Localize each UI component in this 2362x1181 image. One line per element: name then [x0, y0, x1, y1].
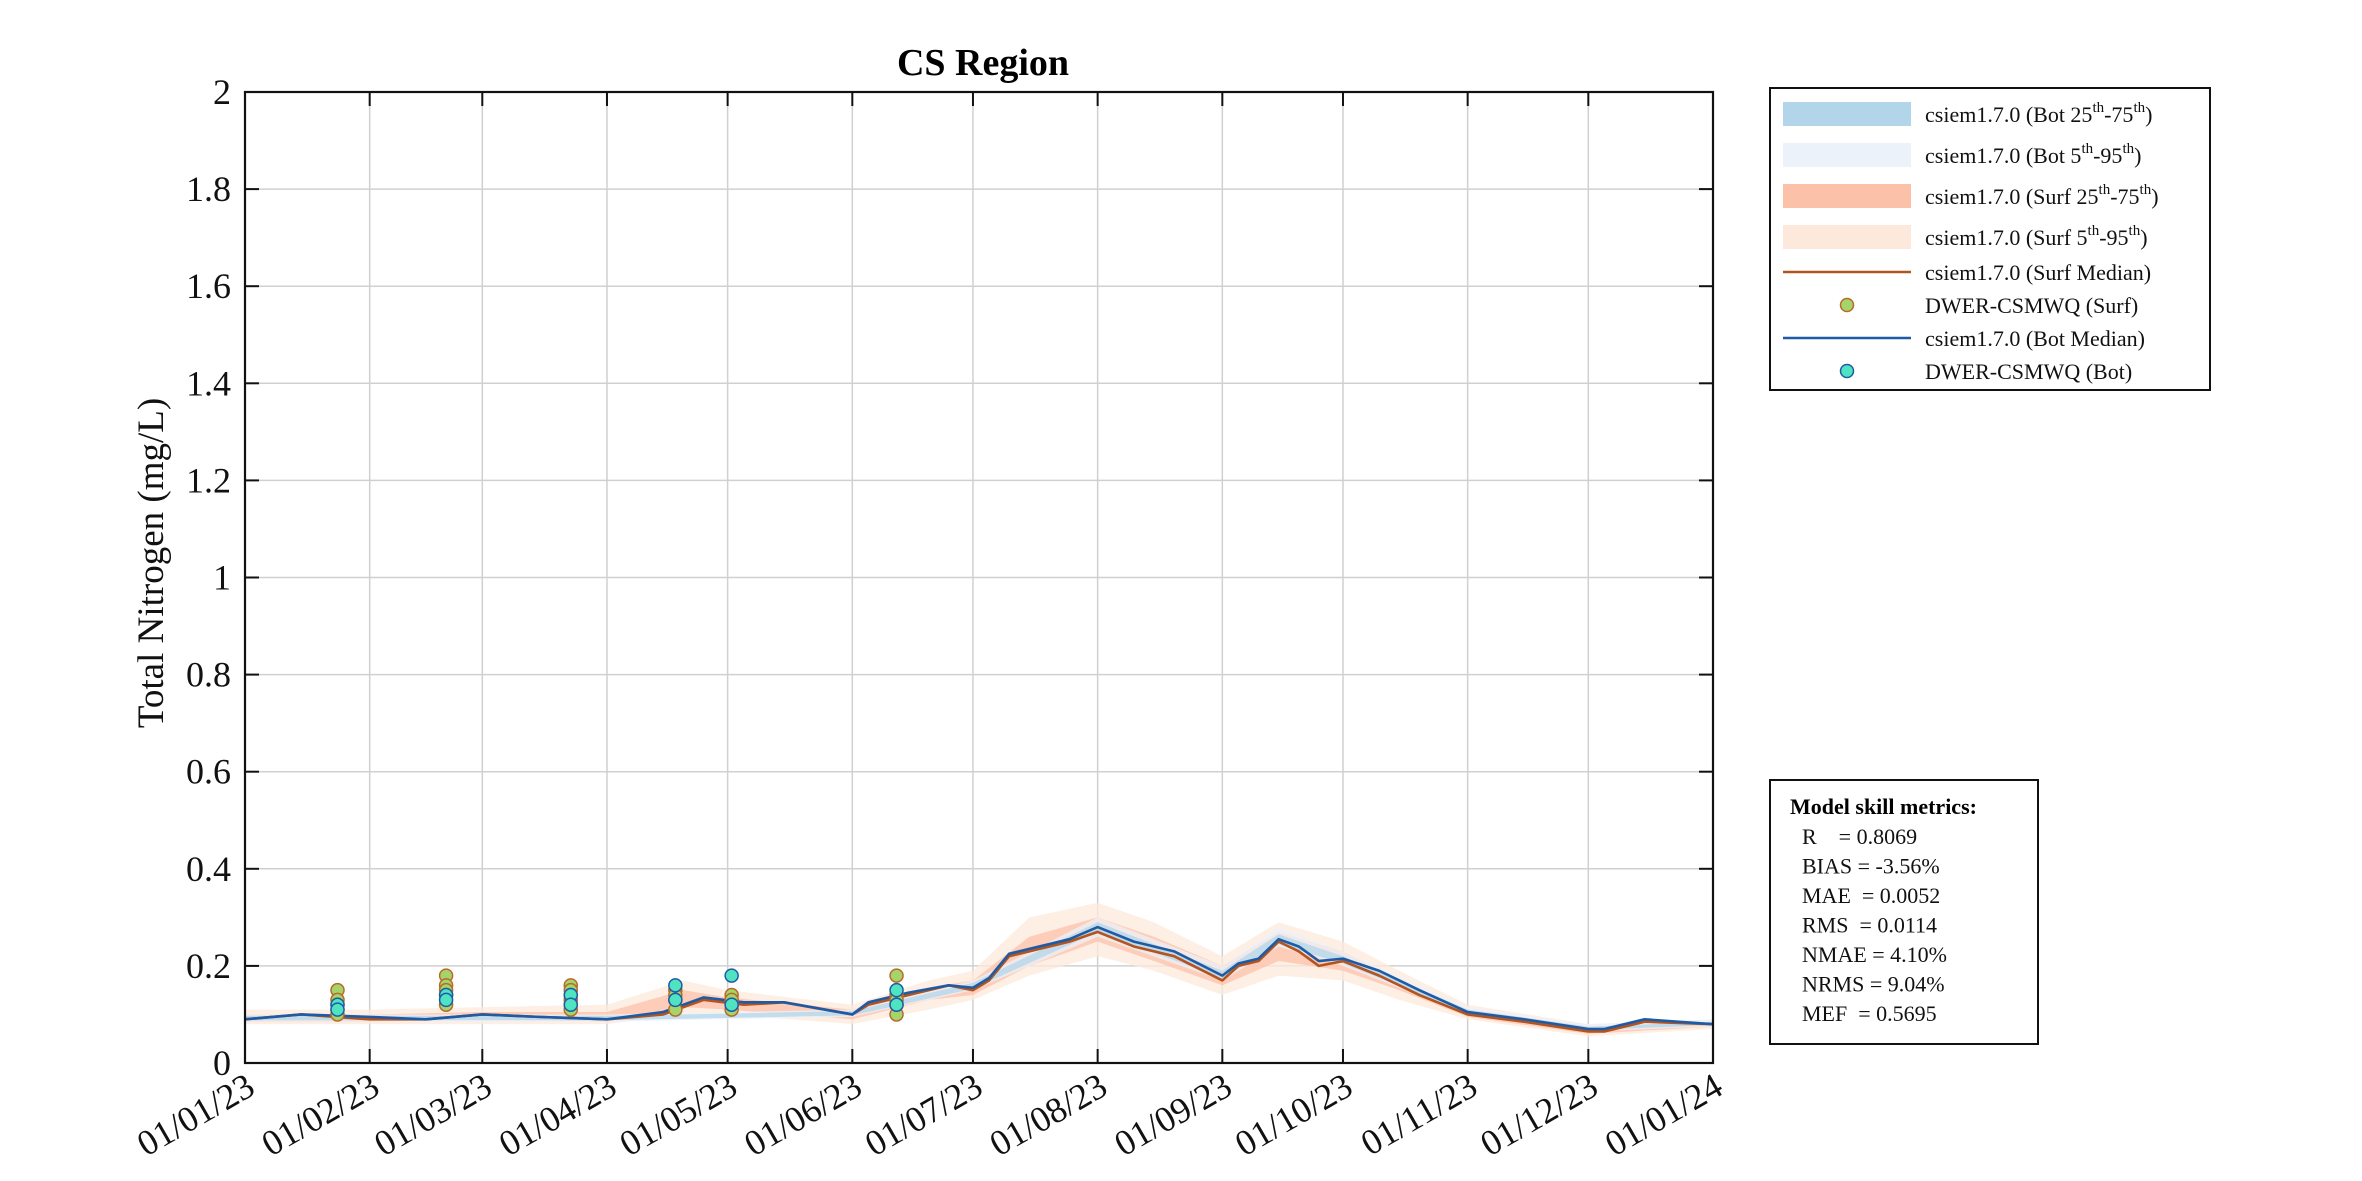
legend-swatch-band	[1783, 184, 1911, 208]
obs-bot-point	[724, 997, 739, 1012]
x-tick-label: 01/06/23	[737, 1065, 868, 1164]
y-tick-label: 2	[213, 72, 231, 112]
chart-title: CS Region	[897, 42, 1069, 84]
y-tick-label: 0.4	[186, 849, 231, 889]
legend-label-mid: -95	[2093, 143, 2122, 168]
bot-median-line	[244, 925, 1714, 1031]
x-tick-label: 01/04/23	[492, 1065, 623, 1164]
legend-label-sup: th	[2140, 182, 2152, 198]
x-tick-label: 01/10/23	[1228, 1065, 1359, 1164]
y-axis-label: Total Nitrogen (mg/L)	[131, 398, 172, 728]
legend-label-main: csiem1.7.0 (Bot 5	[1925, 143, 2081, 168]
y-tick-label: 1.6	[186, 266, 231, 306]
legend-label-sup: th	[2081, 141, 2093, 157]
legend-label-sup: th	[2099, 182, 2111, 198]
skill-metrics-box: Model skill metrics: R = 0.8069 BIAS = -3.…	[1769, 779, 2039, 1045]
legend-label-main: DWER-CSMWQ (Surf)	[1925, 293, 2138, 318]
skill-metric-line: RMS = 0.0114	[1802, 913, 1937, 938]
obs-bot-point	[438, 992, 454, 1008]
legend-label-sup: th	[2129, 223, 2141, 239]
obs-bot-point	[889, 997, 904, 1012]
y-tick-label: 0	[213, 1043, 231, 1083]
y-tick-label: 0.6	[186, 752, 231, 792]
y-tick-label: 1.4	[186, 363, 231, 403]
y-tick-label: 1.8	[186, 169, 231, 209]
legend-label: csiem1.7.0 (Bot 25th-75th)	[1925, 100, 2152, 127]
legend-swatch-band	[1783, 143, 1911, 167]
legend-label-sup: th	[2133, 100, 2145, 116]
legend-label-sup: th	[2092, 100, 2104, 116]
legend-label: csiem1.7.0 (Surf 5th-95th)	[1925, 223, 2148, 250]
skill-metric-line: MEF = 0.5695	[1802, 1001, 1937, 1026]
legend-label: csiem1.7.0 (Surf Median)	[1925, 260, 2151, 285]
x-tick-label: 01/01/23	[130, 1065, 261, 1164]
obs-bot-point	[724, 968, 739, 983]
legend-label: DWER-CSMWQ (Bot)	[1925, 359, 2132, 384]
legend-label: csiem1.7.0 (Surf 25th-75th)	[1925, 182, 2159, 209]
legend-label-main: csiem1.7.0 (Surf 5	[1925, 225, 2088, 250]
legend-label-end: )	[2134, 143, 2141, 168]
obs-bot-point	[668, 978, 683, 993]
legend-label-mid: -75	[2110, 184, 2139, 209]
legend-label-main: csiem1.7.0 (Bot Median)	[1925, 326, 2145, 351]
legend-label-main: csiem1.7.0 (Bot 25	[1925, 102, 2092, 127]
legend-label-mid: -75	[2104, 102, 2133, 127]
obs-surf-point	[889, 968, 904, 983]
x-tick-label: 01/01/24	[1598, 1065, 1729, 1164]
skill-metrics-frame	[1769, 779, 2039, 1045]
obs-bot-point	[668, 992, 683, 1008]
legend-swatch-marker	[1839, 297, 1855, 313]
skill-metric-line: MAE = 0.0052	[1802, 883, 1940, 908]
legend-label-sup: th	[2122, 141, 2134, 157]
skill-metric-line: BIAS = -3.56%	[1802, 854, 1940, 879]
legend-swatch-band	[1783, 102, 1911, 126]
band-surf-5th-95th	[245, 902, 1713, 1037]
legend-swatch-band	[1783, 225, 1911, 249]
obs-bot-point	[889, 982, 904, 998]
legend-label-end: )	[2140, 225, 2147, 250]
legend-label: DWER-CSMWQ (Surf)	[1925, 293, 2138, 318]
y-tick-label: 0.8	[186, 655, 231, 695]
obs-bot-point	[330, 1002, 345, 1017]
x-tick-label: 01/05/23	[613, 1065, 744, 1164]
legend-label-end: )	[2145, 102, 2152, 127]
x-tick-label: 01/07/23	[858, 1065, 989, 1164]
x-tick-label: 01/09/23	[1107, 1065, 1238, 1164]
x-tick-label: 01/08/23	[983, 1065, 1114, 1164]
legend-label: csiem1.7.0 (Bot Median)	[1925, 326, 2145, 351]
legend-label-end: )	[2151, 184, 2158, 209]
legend-label-main: DWER-CSMWQ (Bot)	[1925, 359, 2132, 384]
y-tick-label: 1.2	[186, 460, 231, 500]
legend-swatch-marker	[1839, 363, 1855, 379]
skill-metric-line: NRMS = 9.04%	[1802, 972, 1945, 997]
legend: csiem1.7.0 (Bot 25th-75th)csiem1.7.0 (Bo…	[1769, 87, 2211, 391]
x-tick-label: 01/11/23	[1354, 1065, 1484, 1163]
skill-metric-line: R = 0.8069	[1802, 824, 1917, 849]
skill-metrics-heading: Model skill metrics:	[1790, 794, 1977, 819]
plot-area: 0 0.2 0.4 0.6 0.8 1 1.2 1.4 1.6 1.8 2 01/01/2301/02…	[130, 72, 1729, 1164]
y-tick-label: 1	[213, 558, 231, 598]
x-tick-label: 01/02/23	[255, 1065, 386, 1164]
legend-label-main: csiem1.7.0 (Surf 25	[1925, 184, 2099, 209]
y-tick-label: 0.2	[186, 946, 231, 986]
obs-bot-point	[563, 997, 579, 1012]
x-tick-label: 01/12/23	[1473, 1065, 1604, 1164]
legend-label-sup: th	[2088, 223, 2100, 239]
legend-label-main: csiem1.7.0 (Surf Median)	[1925, 260, 2151, 285]
x-tick-label: 01/03/23	[367, 1065, 498, 1164]
legend-label: csiem1.7.0 (Bot 5th-95th)	[1925, 141, 2141, 168]
skill-metric-line: NMAE = 4.10%	[1802, 942, 1947, 967]
legend-label-mid: -95	[2099, 225, 2128, 250]
